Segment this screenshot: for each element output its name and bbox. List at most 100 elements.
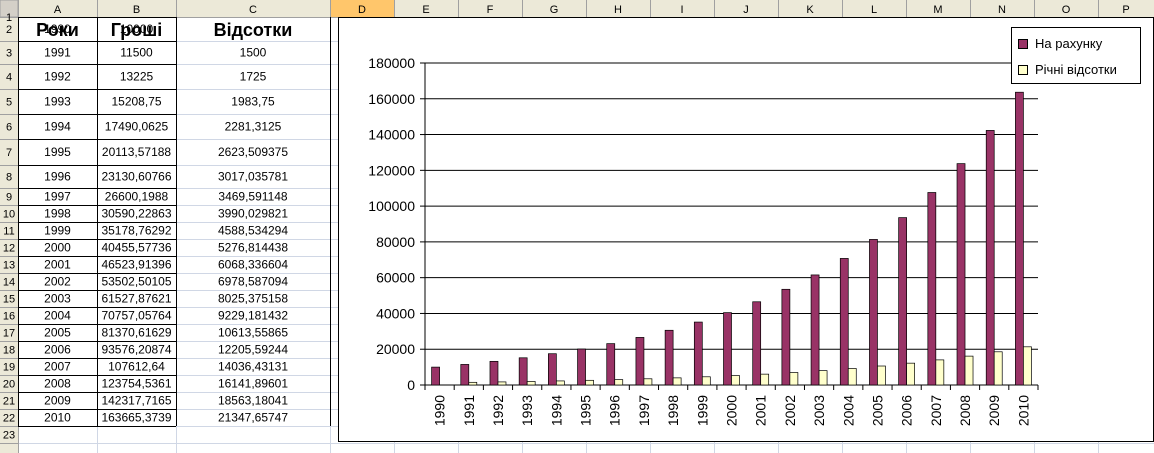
header-cell-years[interactable]: Роки (36, 20, 79, 40)
table-cell[interactable]: 2623,509375 (218, 145, 288, 159)
table-cell[interactable]: 2005 (44, 326, 71, 340)
table-cell[interactable]: 3469,591148 (218, 190, 288, 204)
table-cell[interactable]: 2000 (44, 241, 71, 255)
table-cell[interactable]: 2281,3125 (225, 120, 282, 134)
table-cell[interactable]: 1999 (44, 224, 71, 238)
table-cell[interactable]: 61527,87621 (101, 292, 171, 306)
table-cell[interactable]: 81370,61629 (101, 326, 171, 340)
row-header-7[interactable]: 7 (6, 147, 12, 159)
table-cell[interactable]: 13225 (120, 70, 154, 84)
column-header-n[interactable]: N (998, 4, 1006, 16)
chart-area[interactable]: 0 20000 40000 60000 80000 100000 120000 140000 1… (338, 17, 1154, 442)
table-cell[interactable]: 10613,55865 (218, 326, 288, 340)
column-header-o[interactable]: O (1062, 4, 1071, 16)
table-cell[interactable]: 123754,5361 (101, 377, 171, 391)
column-header-m[interactable]: M (933, 4, 942, 16)
table-cell[interactable]: 46523,91396 (101, 258, 171, 272)
table-cell[interactable]: 4588,534294 (218, 224, 288, 238)
table-cell[interactable]: 40455,57736 (101, 241, 171, 255)
table-cell[interactable]: 70757,05764 (101, 309, 171, 323)
table-cell[interactable]: 9229,181432 (218, 309, 288, 323)
table-cell[interactable]: 1998 (44, 207, 71, 221)
table-cell[interactable]: 16141,89601 (218, 377, 288, 391)
header-cell-interest[interactable]: Відсотки (214, 20, 293, 40)
table-cell[interactable]: 3990,029821 (218, 207, 288, 221)
column-header-h[interactable]: H (614, 4, 622, 16)
column-header-d[interactable]: D (358, 4, 366, 16)
table-cell[interactable]: 1997 (44, 190, 71, 204)
table-cell[interactable]: 1996 (44, 170, 71, 184)
table-cell[interactable]: 163665,3739 (101, 411, 171, 425)
column-header-a[interactable]: A (54, 4, 62, 16)
table-cell[interactable]: 1990 (44, 22, 71, 36)
column-header-e[interactable]: E (422, 4, 429, 16)
row-header-22[interactable]: 22 (3, 413, 15, 425)
table-cell[interactable]: 6068,336604 (218, 258, 288, 272)
table-cell[interactable]: 1995 (44, 145, 71, 159)
column-header-c[interactable]: C (249, 4, 257, 16)
table-cell[interactable]: 35178,76292 (101, 224, 171, 238)
column-header-l[interactable]: L (871, 4, 877, 16)
table-cell[interactable]: 1991 (44, 46, 71, 60)
table-cell[interactable]: 15208,75 (111, 95, 161, 109)
table-cell[interactable]: 2002 (44, 275, 71, 289)
table-cell[interactable]: 2006 (44, 343, 71, 357)
table-cell[interactable]: 12205,59244 (218, 343, 288, 357)
column-header-i[interactable]: I (680, 4, 683, 16)
table-cell[interactable]: 2008 (44, 377, 71, 391)
row-header-20[interactable]: 20 (3, 379, 15, 391)
column-header-k[interactable]: K (806, 4, 814, 16)
row-header-23[interactable]: 23 (3, 430, 15, 442)
table-cell[interactable]: 2003 (44, 292, 71, 306)
table-cell[interactable]: 14036,43131 (218, 360, 288, 374)
table-cell[interactable]: 2009 (44, 394, 71, 408)
table-cell[interactable]: 20113,57188 (102, 145, 172, 159)
column-header-p[interactable]: P (1122, 4, 1129, 16)
row-header-11[interactable]: 11 (3, 226, 14, 238)
table-cell[interactable]: 2001 (44, 258, 71, 272)
row-header-3[interactable]: 3 (6, 48, 12, 60)
row-header-9[interactable]: 9 (6, 192, 12, 204)
row-header-16[interactable]: 16 (3, 311, 15, 323)
row-header-15[interactable]: 15 (3, 294, 15, 306)
table-cell[interactable]: 1992 (44, 70, 71, 84)
row-header-19[interactable]: 19 (3, 362, 15, 374)
table-cell[interactable]: 1500 (240, 46, 267, 60)
row-header-13[interactable]: 13 (3, 260, 15, 272)
table-cell[interactable]: 1994 (44, 120, 71, 134)
table-cell[interactable]: 1983,75 (231, 95, 275, 109)
table-cell[interactable]: 10000 (120, 22, 154, 36)
table-cell[interactable]: 18563,18041 (218, 394, 288, 408)
column-header-j[interactable]: J (743, 4, 749, 16)
table-cell[interactable]: 5276,814438 (218, 241, 288, 255)
table-cell[interactable]: 93576,20874 (101, 343, 171, 357)
table-cell[interactable]: 17490,0625 (105, 120, 169, 134)
table-cell[interactable]: 2010 (44, 411, 71, 425)
table-cell[interactable]: 2004 (44, 309, 71, 323)
table-cell[interactable]: 142317,7165 (101, 394, 171, 408)
table-cell[interactable]: 8025,375158 (218, 292, 288, 306)
table-cell[interactable]: 3017,035781 (218, 170, 288, 184)
table-cell[interactable]: 30590,22863 (101, 207, 171, 221)
row-header-12[interactable]: 12 (3, 243, 15, 255)
row-header-17[interactable]: 17 (3, 328, 15, 340)
table-cell[interactable]: 1993 (44, 95, 71, 109)
row-header-14[interactable]: 14 (3, 277, 15, 289)
table-cell[interactable]: 1725 (240, 70, 267, 84)
table-cell[interactable]: 107612,64 (108, 360, 165, 374)
column-header-selected[interactable] (330, 0, 394, 17)
row-header-21[interactable]: 21 (3, 396, 15, 408)
row-header-10[interactable]: 10 (3, 209, 15, 221)
chart-legend[interactable]: На рахунку Річні відсотки (1011, 27, 1141, 84)
row-header-8[interactable]: 8 (6, 172, 12, 184)
column-header-b[interactable]: B (133, 4, 140, 16)
row-header-2[interactable]: 2 (6, 24, 12, 36)
row-header-18[interactable]: 18 (3, 345, 15, 357)
column-header-f[interactable]: F (487, 4, 494, 16)
row-header-1[interactable]: 1 (6, 12, 12, 24)
header-cell-money[interactable]: Гроші (111, 20, 163, 40)
table-cell[interactable]: 53502,50105 (101, 275, 171, 289)
row-header-5[interactable]: 5 (6, 97, 12, 109)
table-cell[interactable]: 26600,1988 (105, 190, 169, 204)
column-header-g[interactable]: G (550, 4, 559, 16)
